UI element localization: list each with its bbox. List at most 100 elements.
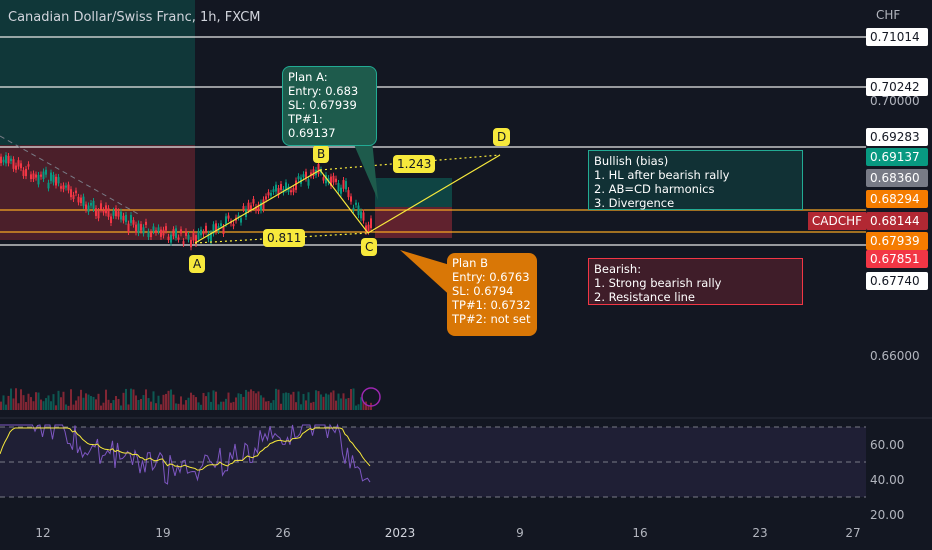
candle xyxy=(165,393,167,410)
candle xyxy=(135,224,137,233)
candle xyxy=(0,401,2,410)
candle xyxy=(320,394,322,410)
candle xyxy=(270,192,272,196)
candle xyxy=(307,179,310,186)
candle xyxy=(252,391,255,410)
currency: CHF xyxy=(876,8,901,22)
candle xyxy=(142,395,145,410)
candle xyxy=(42,401,45,410)
time-label: 16 xyxy=(632,526,648,540)
candle xyxy=(147,231,150,238)
candle xyxy=(290,394,292,410)
candle xyxy=(25,401,27,410)
candle xyxy=(165,226,167,231)
candle xyxy=(75,400,77,410)
candle xyxy=(255,393,257,410)
candle xyxy=(22,395,25,410)
candle xyxy=(12,159,15,169)
candle xyxy=(137,399,140,410)
candle xyxy=(322,177,325,181)
candle xyxy=(230,402,232,410)
candle xyxy=(25,168,27,177)
candle xyxy=(195,235,197,244)
candle xyxy=(87,205,90,212)
candle xyxy=(217,404,220,410)
candle xyxy=(27,393,30,410)
candle xyxy=(367,224,370,232)
candle xyxy=(105,205,107,214)
candle xyxy=(345,398,347,410)
candle xyxy=(337,183,340,192)
candle xyxy=(215,391,217,410)
symbol-label: CADCHF xyxy=(808,212,866,230)
candle xyxy=(107,399,110,410)
time-label: 2023 xyxy=(384,526,416,540)
candle xyxy=(22,170,25,176)
time-label: 23 xyxy=(752,526,768,540)
candle xyxy=(115,208,117,217)
price-label: 0.67939 xyxy=(866,232,928,250)
candle xyxy=(280,403,282,410)
candle xyxy=(57,390,60,410)
candle xyxy=(85,393,87,410)
note-line: SL: 0.67939 xyxy=(288,98,357,112)
level-lines xyxy=(0,36,866,246)
candle xyxy=(232,224,235,227)
candle xyxy=(20,163,22,169)
price-label: 0.68144 xyxy=(866,212,928,230)
candle xyxy=(35,174,37,178)
candle xyxy=(80,197,82,204)
candle xyxy=(195,397,197,410)
candle xyxy=(255,206,257,211)
candle xyxy=(150,401,152,410)
candle xyxy=(242,206,245,210)
candle xyxy=(177,237,180,240)
candle xyxy=(270,402,272,410)
icon xyxy=(361,387,381,407)
candle xyxy=(332,390,335,410)
candle xyxy=(302,393,305,410)
candle xyxy=(192,394,195,410)
candle xyxy=(202,392,205,410)
candle xyxy=(55,405,57,410)
candle xyxy=(105,389,107,410)
loss-zone xyxy=(0,145,195,240)
candle xyxy=(190,239,192,248)
candle xyxy=(250,205,252,210)
candle xyxy=(235,397,237,410)
candle xyxy=(317,391,320,410)
candle xyxy=(67,184,70,191)
candle xyxy=(207,233,210,240)
candle xyxy=(125,388,127,410)
candle xyxy=(325,175,327,184)
candle xyxy=(15,388,17,410)
candle xyxy=(222,226,225,234)
candle xyxy=(292,391,295,410)
candle xyxy=(167,390,170,410)
candle xyxy=(367,405,370,410)
candle xyxy=(5,404,7,410)
candle xyxy=(120,211,122,220)
candle xyxy=(57,177,60,184)
candle xyxy=(182,241,185,244)
candle xyxy=(152,226,155,232)
note-bullish: Bullish (bias) 1. HL after bearish rally 2… xyxy=(588,150,803,210)
candle xyxy=(112,210,115,216)
candle xyxy=(170,389,172,410)
time-label: 19 xyxy=(155,526,171,540)
candle xyxy=(310,402,312,410)
candle xyxy=(210,233,212,242)
candle xyxy=(170,234,172,243)
candle xyxy=(30,397,32,410)
candle xyxy=(245,389,247,410)
candle xyxy=(115,396,117,410)
candle xyxy=(265,401,267,410)
candle xyxy=(77,396,80,410)
candle xyxy=(352,388,355,410)
candle xyxy=(90,202,92,206)
candle xyxy=(277,389,280,410)
note-line: TP#1: 0.69137 xyxy=(288,112,336,140)
candles xyxy=(0,152,372,410)
note-line: Entry: 0.6763 xyxy=(452,270,530,284)
candle xyxy=(155,403,157,410)
